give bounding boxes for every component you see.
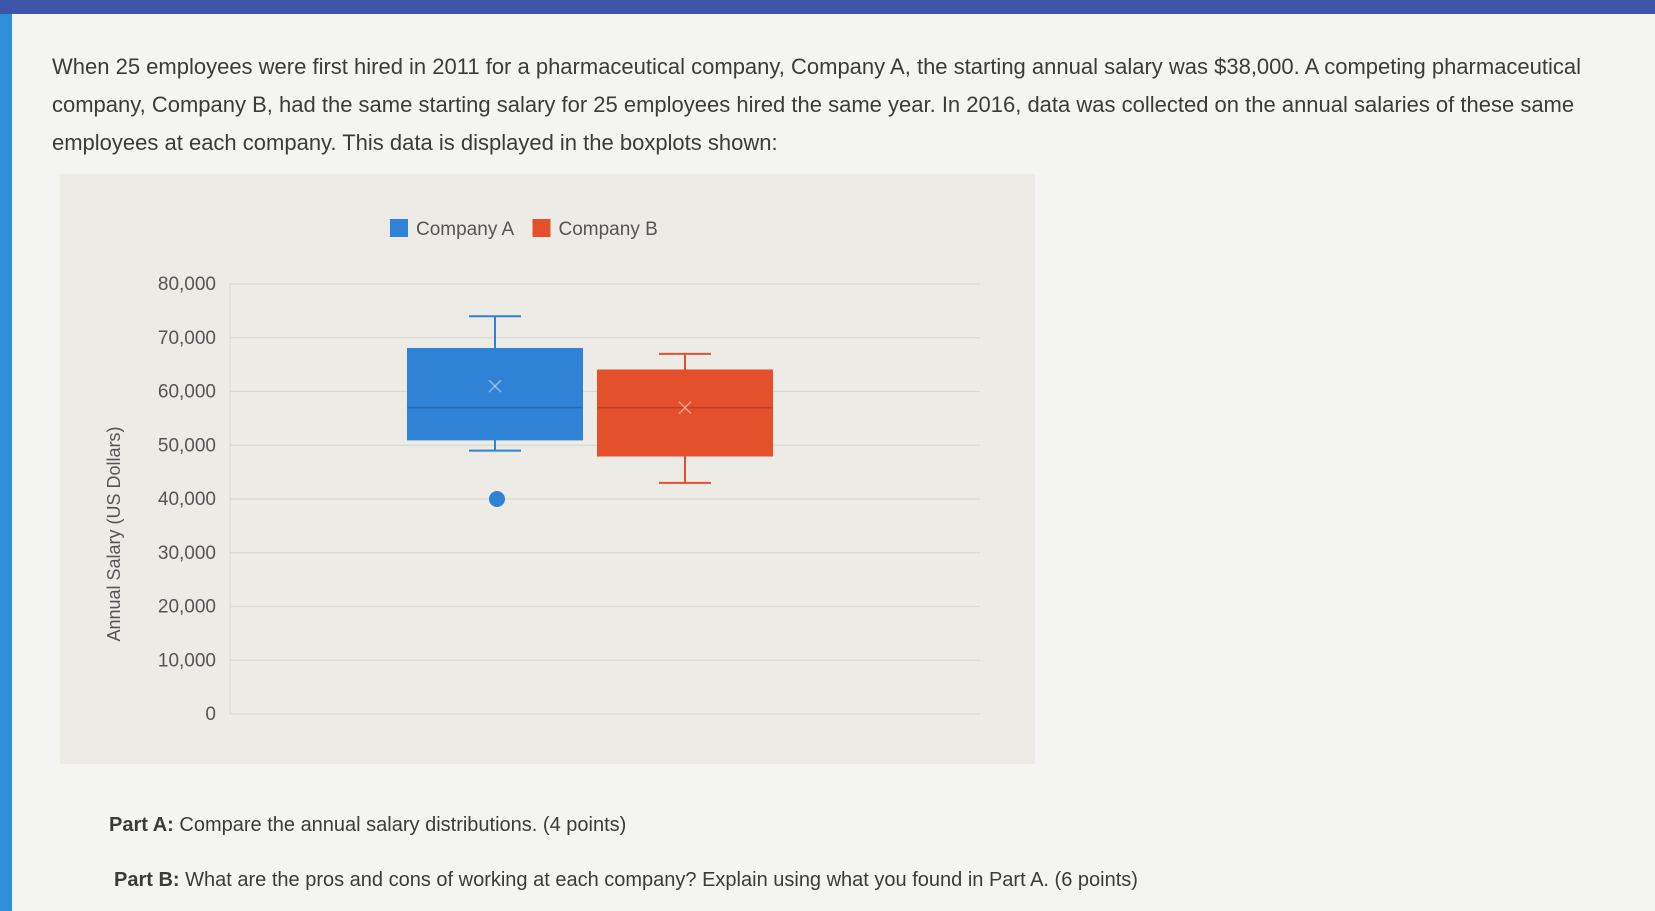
- part-b-label: Part B:: [114, 869, 180, 891]
- assignment-page: When 25 employees were first hired in 20…: [12, 14, 1655, 911]
- y-tick-label: 80,000: [158, 274, 216, 295]
- y-tick-label: 50,000: [158, 435, 216, 456]
- mean-marker: [678, 401, 692, 415]
- outlier-point: [489, 491, 505, 507]
- mean-marker: [678, 401, 692, 415]
- boxplot-chart: 0 10,000 20,000 30,000 40,000 50,000 60,000 70,…: [104, 219, 980, 725]
- part-a-prompt: Part A: Compare the annual salary distri…: [109, 814, 626, 837]
- boxplot-company-a: [407, 315, 583, 507]
- part-b-text: What are the pros and cons of working at…: [185, 869, 1138, 891]
- y-tick-label: 20,000: [158, 597, 216, 618]
- legend-label: Company B: [559, 219, 658, 240]
- legend-swatch: [390, 219, 408, 237]
- mean-marker: [488, 379, 502, 393]
- y-tick-label: 10,000: [158, 650, 216, 671]
- y-tick-label: 60,000: [158, 382, 216, 403]
- legend-swatch: [532, 219, 551, 237]
- part-b-prompt: Part B: What are the pros and cons of wo…: [114, 869, 1138, 892]
- iqr-box: [407, 348, 583, 441]
- y-tick-label: 40,000: [158, 489, 216, 510]
- gridlines: [229, 283, 980, 715]
- boxplot-company-b: [597, 352, 773, 484]
- legend: Company A Company B: [390, 219, 658, 240]
- legend-label: Company A: [416, 219, 515, 240]
- y-tick-label: 70,000: [158, 328, 216, 349]
- boxplots: [407, 315, 773, 507]
- question-text: When 25 employees were first hired in 20…: [52, 54, 1582, 155]
- part-a-text: Compare the annual salary distributions.…: [179, 814, 627, 836]
- y-axis-ticks: 0 10,000 20,000 30,000 40,000 50,000 60,000 70,…: [158, 274, 216, 725]
- iqr-box: [597, 369, 773, 457]
- y-axis-label: Annual Salary (US Dollars): [104, 426, 124, 641]
- boxplot-chart-panel: 0 10,000 20,000 30,000 40,000 50,000 60,000 70,…: [60, 174, 1035, 764]
- y-tick-label: 30,000: [158, 543, 216, 564]
- browser-top-bar: [0, 0, 1655, 14]
- window-left-edge: [0, 14, 12, 911]
- part-a-label: Part A:: [109, 814, 174, 836]
- mean-marker: [488, 379, 502, 393]
- y-tick-label: 0: [205, 704, 216, 725]
